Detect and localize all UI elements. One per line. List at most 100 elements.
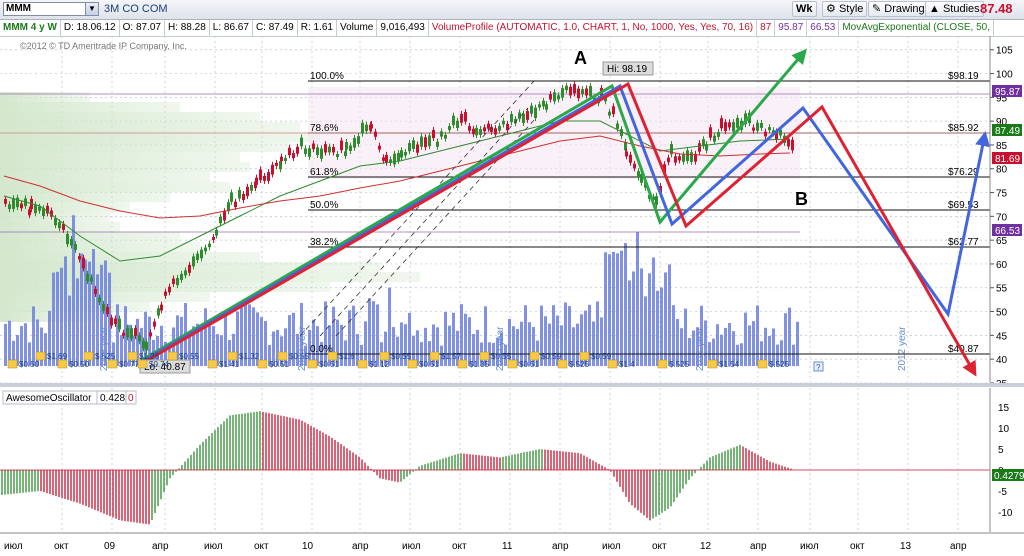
candle-body (432, 129, 435, 139)
volume-bar (600, 317, 603, 366)
green-arrow-path[interactable] (139, 48, 807, 363)
volume-bar (124, 306, 127, 366)
dividend-label: $1.41 (219, 360, 240, 369)
volume-bar (516, 329, 519, 366)
time-tick-label: апр (352, 541, 369, 552)
volume-bar (736, 344, 739, 366)
volume-bar (24, 323, 27, 366)
price-axis[interactable]: 1051009590858075706560555045403595.8787.… (989, 36, 1022, 390)
fan-line-2[interactable] (319, 107, 529, 337)
candle-body (254, 181, 257, 189)
volume-profile-row (0, 122, 300, 132)
candle-body (180, 274, 183, 280)
volume-bar (792, 344, 795, 366)
studies-button[interactable]: ▲ Studies (925, 1, 984, 17)
help-icon[interactable] (813, 361, 824, 372)
volume-bar (780, 340, 783, 366)
volume-bar (220, 335, 223, 366)
volume-bar (476, 329, 479, 366)
oscillator-name[interactable]: AwesomeOscillator (6, 393, 92, 404)
volume-bar (132, 335, 135, 366)
volume-profile-study[interactable]: VolumeProfile (AUTOMATIC, 1.0, CHART, 1,… (429, 20, 758, 36)
volume-bar (544, 316, 547, 366)
candle-body (498, 125, 501, 131)
fan-line-1[interactable] (299, 79, 536, 337)
candle-body (625, 151, 628, 157)
volume-bar (468, 317, 471, 366)
chevron-down-icon[interactable]: ▼ (85, 3, 98, 15)
volume-bar (656, 290, 659, 366)
date-readout: D: 18.06.12 (61, 20, 120, 36)
volume-bar (412, 335, 415, 366)
candle-body (640, 173, 643, 183)
volume-bar (508, 318, 511, 366)
volume-bar (504, 344, 507, 366)
candle-body (90, 277, 93, 282)
ema-study[interactable]: MovAvgExponential (CLOSE, 50, (839, 20, 994, 36)
candle-body (219, 216, 222, 224)
fib-percent-label: 78.6% (310, 123, 338, 134)
volume-bar (732, 331, 735, 366)
drawings-button[interactable]: ✎ Drawings (868, 1, 935, 17)
dividend-icon (327, 351, 338, 361)
volume-bar (520, 321, 523, 366)
candle-body (655, 196, 658, 205)
volume-bar (720, 334, 723, 366)
candle-body (246, 186, 249, 197)
volume-bar (340, 324, 343, 366)
candle-body (397, 152, 400, 162)
candle-body (702, 139, 705, 147)
label-a: A (574, 48, 587, 68)
candle-body (464, 112, 467, 122)
volume-bar (668, 264, 671, 366)
style-button[interactable]: ⚙ Style (822, 1, 868, 17)
dividend-label: $.525 (669, 360, 690, 369)
volume-label: Volume (337, 20, 378, 36)
volume-bar (688, 337, 691, 366)
candle-body (616, 123, 619, 129)
candle-body (787, 138, 790, 147)
candle-body (385, 154, 388, 163)
panel-separator[interactable] (0, 383, 1024, 387)
price-tick-label: 40 (996, 355, 1008, 366)
candle-body (569, 86, 572, 96)
symbol-input[interactable]: MMM ▼ (3, 2, 99, 16)
blue-arrow-path[interactable] (142, 83, 990, 363)
candle-body (34, 204, 37, 214)
volume-bar (448, 325, 451, 366)
candle-body (479, 129, 482, 135)
volume-bar (100, 264, 103, 366)
red-arrow-path[interactable] (145, 81, 977, 377)
candle-body (267, 172, 270, 181)
volume-bar (120, 335, 123, 366)
volume-bar (524, 305, 527, 366)
volume-bar (160, 325, 163, 366)
volume-bar (772, 328, 775, 366)
candle-body (494, 128, 497, 135)
price-tick-label: 60 (996, 260, 1008, 271)
time-tick-label: 13 (900, 541, 912, 552)
volume-bar (680, 328, 683, 366)
volume-bar (712, 338, 715, 366)
price-badge (992, 124, 1022, 136)
volume-bar (324, 301, 327, 366)
volume-bar (216, 334, 219, 366)
timeframe-button[interactable]: Wk (792, 1, 817, 17)
dividend-icon (137, 359, 148, 369)
candle-body (682, 154, 685, 162)
volume-bar (740, 343, 743, 366)
dividend-label: $1.32 (239, 352, 260, 361)
volume-bar (316, 326, 319, 366)
candle-body (304, 148, 307, 154)
volume-bar (784, 313, 787, 366)
volume-bar (148, 316, 151, 366)
candle-body (46, 205, 49, 214)
candle-body (312, 143, 315, 150)
candle-body (510, 114, 513, 123)
chart-title[interactable]: MMM 4 y W (0, 20, 61, 36)
candle-body (4, 198, 7, 204)
volume-bar (140, 327, 143, 366)
volume-bar (588, 304, 591, 366)
candle-body (468, 126, 471, 131)
